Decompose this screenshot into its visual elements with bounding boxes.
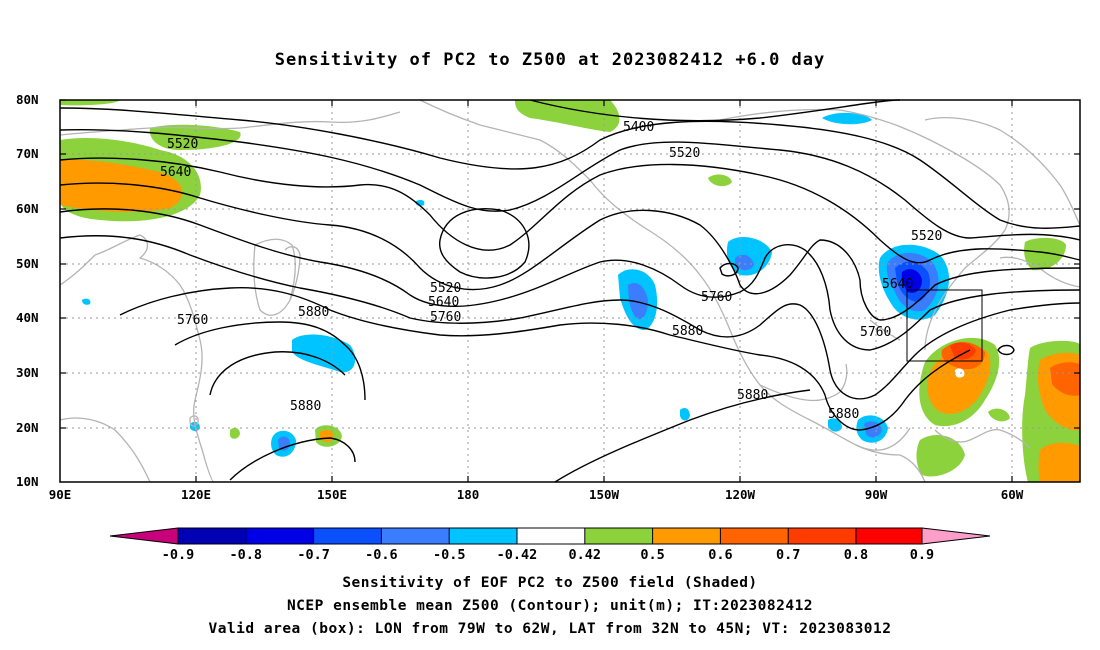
lon-label: 90W (865, 487, 888, 502)
colorbar-label: -0.9 (162, 547, 195, 563)
contour-label: 5520 (430, 281, 461, 296)
lon-axis: 90E 120E 150E 180 150W 120W 90W 60W (49, 487, 1024, 502)
colorbar-label: -0.7 (297, 547, 330, 563)
shade-negative (680, 408, 690, 421)
contour-label: 5400 (623, 120, 654, 135)
colorbar-cell (178, 528, 246, 544)
shade-negative (415, 199, 425, 206)
colorbar-label: 0.42 (569, 547, 602, 563)
shade-negative (828, 418, 842, 432)
shade-positive (230, 427, 240, 439)
shade-positive (988, 408, 1010, 422)
colorbar-cell (245, 528, 314, 544)
valid-area-box (906, 289, 983, 362)
z500-contours (59, 99, 1081, 483)
colorbar-cell (449, 528, 517, 544)
colorbar-low-triangle (110, 528, 178, 544)
colorbar-cell (652, 528, 721, 544)
lon-label: 120W (725, 487, 756, 502)
colorbar-cell (381, 528, 450, 544)
contour-label: 5760 (177, 313, 208, 328)
colorbar-cell (313, 528, 382, 544)
shade-positive (60, 159, 183, 212)
colorbar-high-triangle (922, 528, 990, 544)
contour-label: 5880 (672, 324, 703, 339)
colorbar-label: 0.9 (910, 547, 934, 563)
lat-label: 30N (16, 365, 39, 380)
shade-positive (1038, 442, 1080, 482)
lat-label: 60N (16, 201, 39, 216)
contour-label: 5520 (911, 229, 942, 244)
contour-label: 5520 (669, 146, 700, 161)
contour-label: 5640 (160, 165, 191, 180)
lat-axis: 80N 70N 60N 50N 40N 30N 20N 10N (16, 92, 39, 489)
contour-label: 5880 (290, 399, 321, 414)
shade-positive (1024, 237, 1066, 271)
grid (60, 100, 1080, 482)
lat-label: 50N (16, 256, 39, 271)
shade-negative (822, 112, 872, 125)
colorbar-cell (720, 528, 789, 544)
contour-label: 5520 (167, 137, 198, 152)
lon-label: 60W (1001, 487, 1024, 502)
contour-label: 5760 (430, 310, 461, 325)
colorbar-label: 0.7 (776, 547, 800, 563)
contour-label: 5880 (737, 388, 768, 403)
colorbar-cell (517, 528, 585, 544)
contour-label: 5880 (298, 305, 329, 320)
caption-valid-area: Valid area (box): LON from 79W to 62W, L… (208, 621, 892, 637)
colorbar-label: 0.5 (640, 547, 664, 563)
lat-label: 10N (16, 474, 39, 489)
shade-positive (515, 100, 620, 132)
caption-shaded: Sensitivity of EOF PC2 to Z500 field (Sh… (342, 575, 758, 591)
lat-label: 80N (16, 92, 39, 107)
lon-label: 180 (457, 487, 480, 502)
contour-label: 5760 (860, 325, 891, 340)
colorbar-label: -0.8 (230, 547, 263, 563)
shade-positive (916, 435, 965, 477)
shade-negative (82, 298, 91, 305)
shade-positive (1050, 362, 1080, 396)
colorbar-label: -0.6 (365, 547, 398, 563)
shade-positive (950, 342, 976, 360)
tick-marks (60, 99, 1080, 482)
lon-label: 90E (49, 487, 72, 502)
lat-label: 20N (16, 420, 39, 435)
shade-negative (628, 283, 648, 320)
coastlines (59, 99, 1081, 483)
colorbar-label: 0.8 (844, 547, 868, 563)
lat-label: 40N (16, 310, 39, 325)
colorbar-cell (584, 528, 653, 544)
shade-positive (954, 368, 965, 378)
contour-label: 5760 (701, 290, 732, 305)
map-title: Sensitivity of PC2 to Z500 at 2023082412… (274, 50, 826, 70)
contour-label-layer: 5400 5520 5520 5520 5520 5640 5640 5640 … (160, 120, 942, 422)
colorbar-cell (856, 528, 922, 544)
colorbar-label: 0.6 (708, 547, 732, 563)
lon-label: 150W (589, 487, 620, 502)
lon-label: 120E (181, 487, 211, 502)
shade-negative (292, 334, 356, 373)
colorbar-label: -0.5 (433, 547, 466, 563)
lon-label: 150E (317, 487, 347, 502)
shade-positive (60, 100, 120, 106)
caption-contour: NCEP ensemble mean Z500 (Contour); unit(… (286, 598, 814, 614)
lat-label: 70N (16, 146, 39, 161)
colorbar-label: -0.42 (497, 547, 538, 563)
shade-negative (735, 254, 754, 271)
shade-positive (708, 174, 732, 187)
shade-negative (901, 269, 922, 293)
contour-label: 5640 (882, 277, 913, 292)
colorbar: -0.9 -0.8 -0.7 -0.6 -0.5 -0.42 0.42 0.5 … (109, 527, 991, 563)
contour-label: 5640 (428, 295, 459, 310)
colorbar-cell (788, 528, 856, 544)
contour-label: 5880 (828, 407, 859, 422)
map-frame (59, 99, 1081, 483)
